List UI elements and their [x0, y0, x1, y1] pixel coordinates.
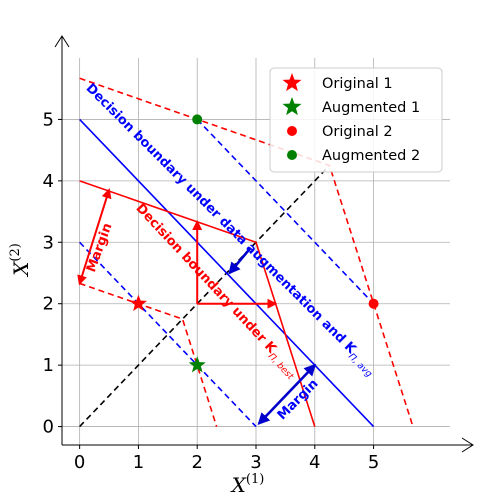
- x-tick-label: 4: [309, 452, 320, 473]
- x-tick-label: 2: [191, 452, 202, 473]
- legend-marker-original-1: [282, 73, 302, 92]
- red-margin-annotation: Margin: [84, 221, 116, 274]
- original-2-point: [368, 298, 379, 309]
- x-tick-label: 1: [133, 452, 144, 473]
- x-tick-label: 3: [250, 452, 261, 473]
- x-tick-label: 5: [368, 452, 379, 473]
- x-axis-arrowhead: [461, 437, 474, 453]
- y-tick-label: 1: [43, 355, 54, 376]
- legend-marker-augmented-2: [287, 150, 297, 160]
- original-1-point: [129, 294, 147, 311]
- red-margin-arrow: [77, 188, 112, 286]
- x-axis-label: X(1): [230, 472, 265, 497]
- blue-boundary-line: [79, 118, 375, 428]
- y-tick-label: 3: [43, 232, 54, 253]
- legend-label-original-1: Original 1: [322, 76, 393, 92]
- blue-margin-arrow: [257, 363, 317, 425]
- legend-box: [269, 67, 443, 173]
- y-tick-label: 4: [43, 171, 54, 192]
- y-axis-arrowhead: [54, 35, 70, 48]
- red-margin-lower-line: [79, 282, 218, 427]
- legend-label-augmented-1: Augmented 1: [322, 100, 420, 116]
- x-tick-label: 0: [74, 452, 85, 473]
- data-points: [129, 114, 379, 373]
- blue-margin-lower-line: [79, 241, 257, 428]
- blue-margin-upper-line: [196, 118, 375, 305]
- legend: Original 1 Augmented 1 Original 2 Augmented…: [269, 67, 443, 173]
- y-axis-label: X(2): [8, 243, 33, 278]
- blue-center-arrow: [228, 247, 252, 275]
- legend-label-augmented-2: Augmented 2: [322, 148, 420, 164]
- arrows: [77, 188, 317, 425]
- legend-label-original-2: Original 2: [322, 124, 393, 140]
- black-diagonal-line: [79, 164, 331, 428]
- y-tick-label: 2: [43, 294, 54, 315]
- legend-marker-original-2: [287, 126, 297, 136]
- y-tick-label: 0: [43, 417, 54, 438]
- augmented-2-point: [192, 114, 203, 125]
- y-tick-label: 5: [43, 109, 54, 130]
- augmented-1-point: [188, 356, 206, 373]
- legend-marker-augmented-1: [282, 97, 302, 116]
